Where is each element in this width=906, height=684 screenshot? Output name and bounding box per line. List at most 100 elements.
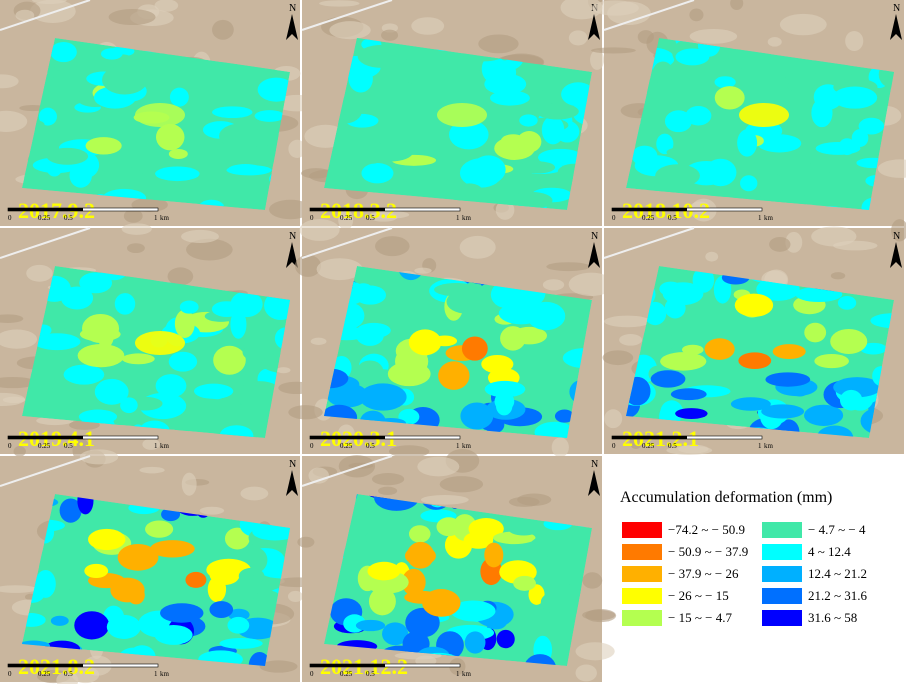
deformation-patch — [145, 521, 173, 538]
scale-unit: km — [462, 442, 472, 450]
deformation-patch — [529, 538, 552, 559]
deformation-patch — [88, 529, 125, 550]
deformation-patch — [665, 110, 692, 132]
deformation-patch — [675, 408, 707, 419]
deformation-patch — [357, 360, 384, 382]
deformation-patch — [809, 158, 847, 172]
deformation-patch — [82, 314, 119, 343]
deformation-patch — [816, 142, 861, 155]
legend-title: Accumulation deformation (mm) — [620, 489, 832, 506]
deformation-patch — [206, 62, 245, 83]
deformation-patch — [118, 544, 159, 571]
scale-tick-label: 0.25 — [38, 442, 51, 450]
terrain-texture — [277, 367, 291, 373]
deformation-patch — [508, 521, 540, 535]
deformation-patch — [497, 630, 515, 648]
scale-tick-label: 0.25 — [38, 670, 51, 678]
deformation-patch — [671, 388, 707, 400]
deformation-patch — [804, 323, 826, 343]
scale-tick-label: 0.25 — [38, 214, 51, 222]
scale-tick-label: 1 — [456, 442, 460, 450]
terrain-texture — [381, 30, 398, 41]
deformation-patch — [51, 616, 69, 626]
terrain-texture — [288, 591, 303, 602]
deformation-patch — [437, 103, 487, 127]
map-panel: 2018.3.2N00.250.51km — [301, 0, 607, 230]
north-label: N — [591, 231, 598, 242]
deformation-patch — [785, 72, 824, 86]
scale-unit: km — [160, 442, 170, 450]
terrain-texture — [288, 405, 323, 419]
map-panel: 2017.9.2N00.250.51km — [0, 0, 319, 226]
scale-tick-label: 0.5 — [64, 442, 73, 450]
deformation-patch — [340, 545, 379, 560]
legend-label: 31.6 ~ 58 — [808, 610, 857, 625]
deformation-patch — [74, 611, 109, 639]
deformation-patch — [655, 164, 700, 187]
deformation-patch — [122, 353, 155, 364]
deformation-patch — [86, 137, 122, 154]
deformation-patch — [665, 298, 686, 319]
scale-tick-label: 0.25 — [642, 442, 655, 450]
deformation-patch — [761, 404, 804, 418]
north-label: N — [289, 3, 296, 14]
deformation-patch — [462, 336, 488, 360]
terrain-texture — [329, 21, 370, 39]
deformation-patch — [833, 87, 878, 109]
terrain-texture — [139, 467, 164, 474]
legend-swatch — [762, 566, 802, 582]
terrain-texture — [689, 9, 703, 22]
scale-tick-label: 1 — [758, 214, 762, 222]
north-label: N — [289, 459, 296, 470]
terrain-texture — [509, 497, 540, 507]
deformation-patch — [160, 603, 203, 622]
deformation-patch — [227, 617, 249, 634]
terrain-texture — [127, 243, 145, 253]
terrain-texture — [411, 17, 444, 35]
terrain-texture — [604, 316, 651, 328]
terrain-texture — [122, 223, 152, 234]
deformation-patch — [740, 175, 757, 191]
legend-label: − 37.9 ~ − 26 — [668, 566, 739, 581]
deformation-patch — [107, 615, 141, 639]
scale-tick-label: 1 — [154, 670, 158, 678]
terrain-texture — [478, 34, 518, 53]
deformation-patch — [653, 62, 674, 85]
deformation-patch — [359, 383, 406, 410]
deformation-patch — [101, 48, 123, 59]
legend-label: 4 ~ 12.4 — [808, 544, 851, 559]
deformation-patch — [135, 331, 185, 355]
scale-tick-label: 0.5 — [366, 214, 375, 222]
deformation-patch — [536, 79, 563, 92]
deformation-patch — [460, 402, 493, 429]
terrain-texture — [575, 642, 614, 660]
deformation-patch — [441, 68, 485, 82]
scale-tick-label: 0.5 — [64, 670, 73, 678]
deformation-patch — [212, 106, 253, 118]
deformation-patch — [110, 578, 144, 603]
deformation-patch — [47, 148, 89, 165]
scale-unit: km — [764, 214, 774, 222]
deformation-patch — [765, 372, 810, 386]
deformation-patch — [356, 620, 385, 631]
deformation-patch — [120, 397, 138, 413]
deformation-patch — [35, 570, 56, 598]
scale-unit: km — [160, 214, 170, 222]
legend-swatch — [762, 588, 802, 604]
deformation-patch — [400, 56, 432, 84]
deformation-patch — [255, 110, 285, 122]
terrain-texture — [301, 168, 331, 178]
deformation-patch — [369, 587, 396, 615]
deformation-patch — [185, 572, 206, 588]
deformation-patch — [175, 310, 195, 338]
terrain-texture — [182, 473, 197, 496]
deformation-patch — [169, 149, 188, 159]
deformation-patch — [115, 293, 135, 315]
legend-swatch — [622, 610, 662, 626]
deformation-patch — [739, 103, 789, 127]
legend-label: − 26 ~ − 15 — [668, 588, 729, 603]
deformation-patch — [64, 365, 105, 385]
terrain-texture — [109, 9, 156, 25]
deformation-patch — [517, 131, 541, 153]
scale-tick-label: 0.5 — [64, 214, 73, 222]
